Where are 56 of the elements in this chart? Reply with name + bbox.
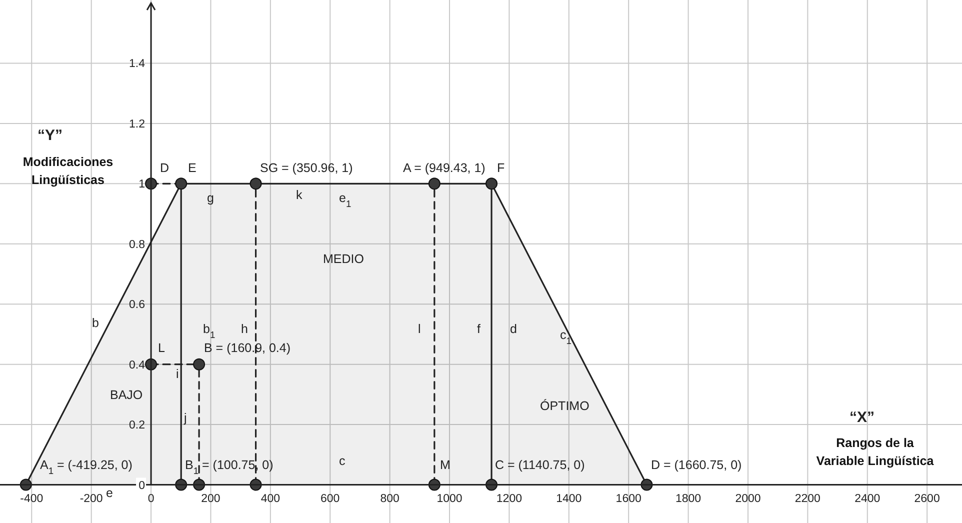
x-tick-label: 800: [380, 492, 400, 505]
y-tick-label: 0: [138, 480, 146, 492]
annotation: ÓPTIMO: [540, 399, 590, 413]
annotation: d: [510, 322, 517, 336]
y-tick-label: 1.2: [129, 118, 146, 130]
annotation: BAJO: [110, 388, 143, 402]
x-tick-label: 600: [320, 492, 340, 505]
x-tick-label: -200: [80, 492, 103, 505]
x-tick-label: 1000: [436, 492, 462, 505]
annotation: l: [418, 322, 421, 336]
annotation: B$_{1}$ = (100.75, 0): [185, 458, 274, 476]
annotation: L: [158, 341, 165, 355]
x-tick-label: 1600: [616, 492, 642, 505]
annotation: b$_{1}$: [203, 322, 216, 340]
annotation: F: [497, 161, 505, 175]
x-tick-label: 1400: [556, 492, 582, 505]
annotation: e: [106, 486, 113, 500]
annotation: c$_{1}$: [560, 328, 572, 346]
annotation: k: [296, 188, 303, 202]
annotation: D = (1660.75, 0): [651, 458, 742, 472]
x-axis-title: Rangos de la Variable Lingüística: [816, 436, 935, 468]
x-tick-label: 1800: [675, 492, 702, 505]
y-tick-label: 0.2: [129, 420, 146, 432]
x-tick-label: -400: [20, 492, 44, 505]
annotation: A = (949.43, 1): [403, 161, 486, 175]
x-tick-label: 1200: [496, 492, 522, 505]
x-tick-label: 200: [201, 492, 220, 505]
annotation: C = (1140.75, 0): [495, 458, 585, 472]
y-tick-label: 1.4: [129, 58, 146, 70]
annotation: g: [207, 191, 214, 205]
annotation: D: [160, 161, 170, 175]
annotation: MEDIO: [323, 252, 364, 266]
annotation: f: [477, 322, 481, 336]
x-tick-label: 2000: [735, 492, 761, 505]
annotation: SG = (350.96, 1): [260, 161, 353, 175]
y-axis-title: Modificaciones Lingüísticas: [22, 155, 114, 187]
annotation: M: [440, 458, 450, 472]
y-tick-label: 0.4: [129, 359, 146, 372]
x-tick-label: 2400: [854, 492, 880, 505]
y-tick-label: 0.8: [129, 238, 146, 251]
x-tick-label: 0: [148, 492, 154, 505]
annotation: “X”: [849, 409, 875, 426]
y-tick-label: 0.6: [129, 299, 146, 312]
y-tick-label: 1: [138, 178, 146, 191]
annotation: i: [176, 367, 179, 381]
annotation: e$_{1}$: [339, 191, 352, 209]
x-tick-label: 2200: [794, 492, 820, 505]
annotation: E: [188, 161, 196, 175]
x-tick-label: 2600: [914, 492, 940, 505]
annotation: “Y”: [37, 127, 63, 144]
annotation: c: [339, 454, 346, 468]
annotation: b: [92, 316, 99, 330]
annotation: h: [241, 322, 248, 336]
annotation: A$_{1}$ = (-419.25, 0): [40, 458, 132, 476]
x-tick-label: 400: [260, 492, 280, 505]
annotation: j: [183, 411, 187, 425]
